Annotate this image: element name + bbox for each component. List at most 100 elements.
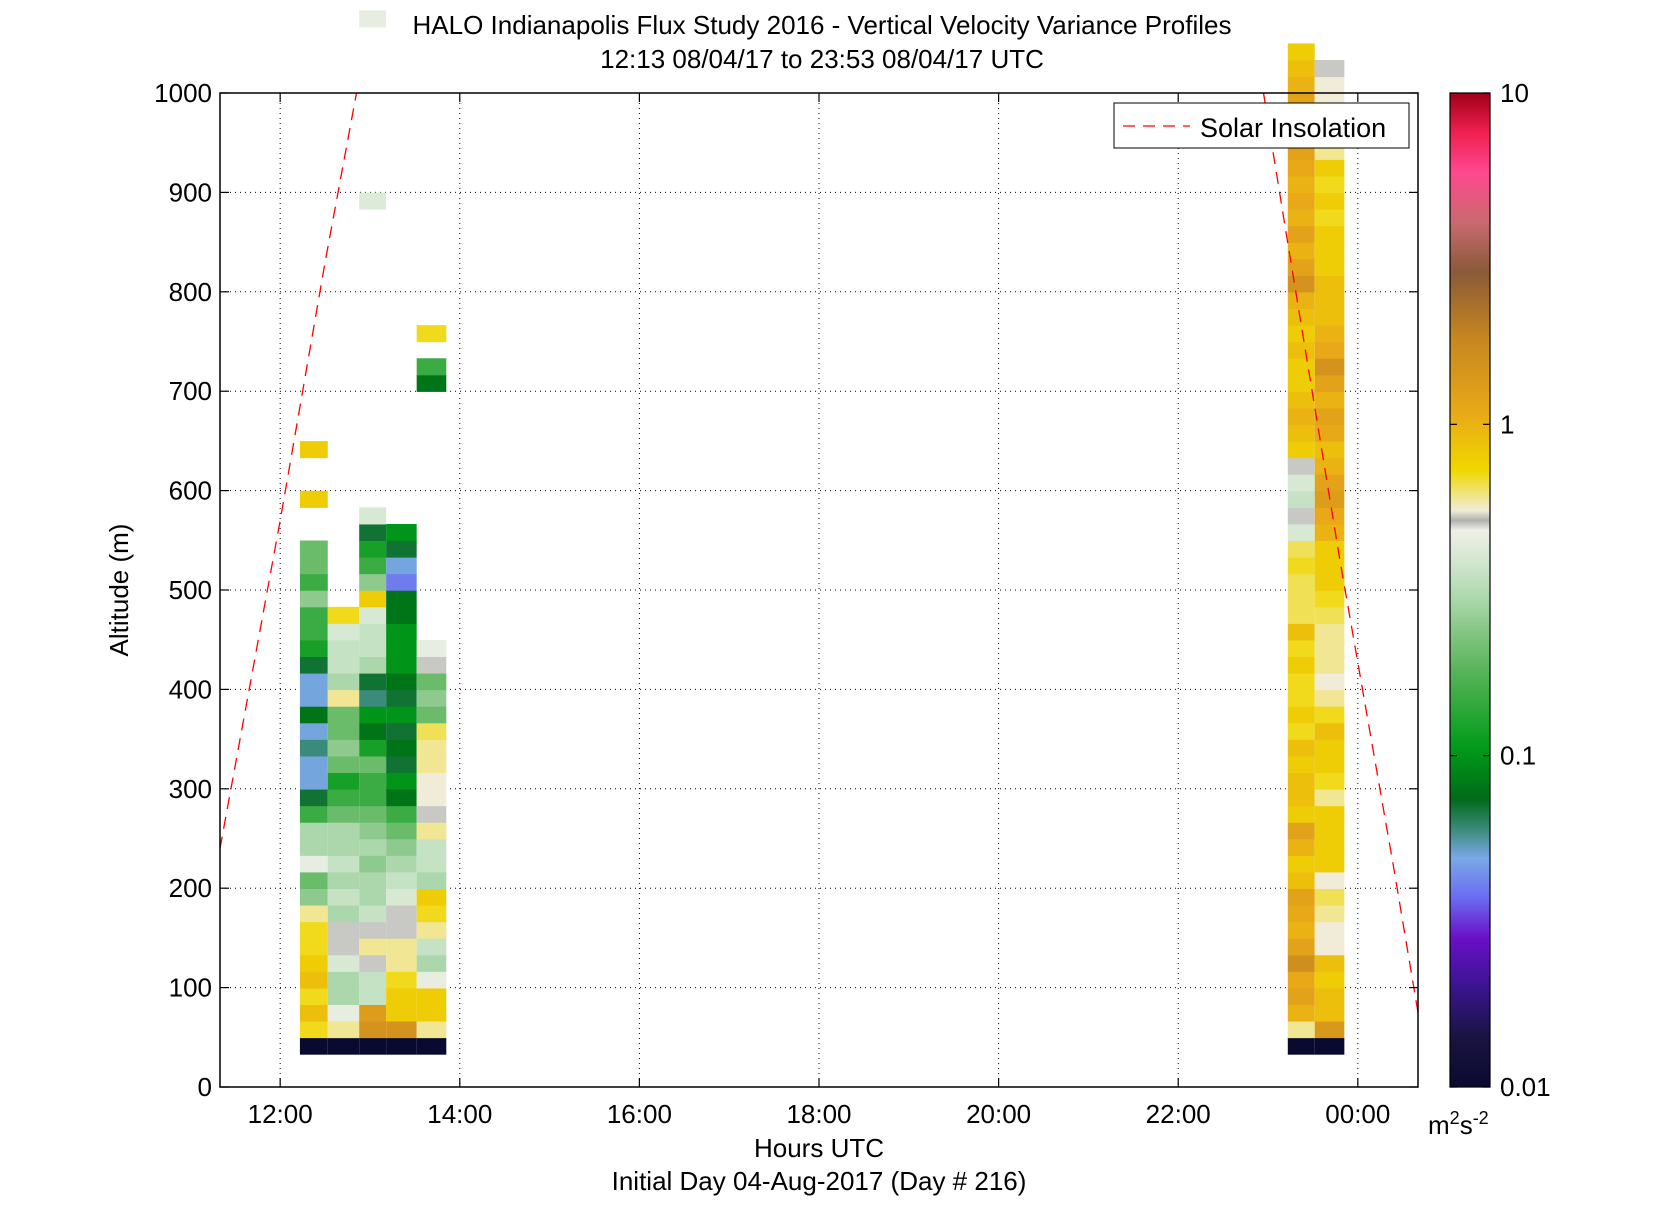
heatmap-cell [1314,822,1345,840]
y-tick-label: 800 [169,277,212,307]
heatmap-cell [359,192,387,210]
x-axis-ticks: 12:00 14:00 16:00 18:00 20:00 22:00 00:00 [248,93,1390,1129]
x-tick-label: 18:00 [786,1099,851,1129]
heatmap-cell [386,1037,417,1055]
heatmap-cell [1287,971,1315,989]
y-tick-label: 0 [198,1072,212,1102]
heatmap-cell [299,987,328,1005]
heatmap-cell [1314,656,1345,674]
heatmap-cell [359,722,387,740]
heatmap-cell [327,855,360,873]
heatmap-cell [327,987,360,1005]
heatmap-cell [1314,258,1345,276]
heatmap-cell [1314,954,1345,972]
heatmap-cell [359,954,387,972]
heatmap-cell [1287,871,1315,889]
heatmap-cell [359,673,387,691]
heatmap-cell [386,739,417,757]
heatmap-cell [299,938,328,956]
heatmap-cell [416,639,447,658]
heatmap-cell [386,722,417,740]
heatmap-cell [416,822,447,840]
heatmap-cell [1314,722,1345,740]
heatmap-cell [416,722,447,740]
heatmap-cell [327,722,360,740]
heatmap-cell [386,590,417,608]
y-tick-label: 400 [169,674,212,704]
heatmap-cell [1287,308,1315,326]
heatmap-cell [359,606,387,624]
colorbar-gradient [1449,92,1491,1088]
heatmap-cell [1287,225,1315,243]
heatmap-cells [299,10,1345,1055]
heatmap-cell [1287,573,1315,591]
y-tick-label: 500 [169,575,212,605]
heatmap-cell [1314,192,1345,210]
heatmap-cell [1314,606,1345,624]
heatmap-cell [327,689,360,707]
heatmap-cell [359,689,387,707]
heatmap-cell [1314,673,1345,691]
heatmap-cell [386,673,417,691]
heatmap-cell [1314,838,1345,856]
heatmap-cell [1287,739,1315,757]
heatmap-cell [386,838,417,856]
heatmap-cell [327,805,360,823]
heatmap-cell [1287,789,1315,807]
heatmap-cell [359,540,387,558]
heatmap-cell [1287,855,1315,873]
heatmap-cell [1314,325,1345,343]
heatmap-cell [1287,523,1315,542]
heatmap-cell [386,855,417,873]
heatmap-cell [299,689,328,707]
heatmap-cell [1287,209,1315,227]
heatmap-cell [1314,557,1345,575]
heatmap-cell [359,789,387,807]
heatmap-cell [359,921,387,939]
heatmap-cell [327,789,360,807]
heatmap-cell [359,1037,387,1055]
heatmap-cell [1314,706,1345,724]
heatmap-cell [359,971,387,989]
heatmap-cell [1314,275,1345,293]
heatmap-cell [359,507,387,525]
heatmap-cell [1314,789,1345,807]
heatmap-cell [1287,921,1315,939]
heatmap-cell [1287,424,1315,442]
heatmap-cell [299,606,328,624]
heatmap-cell [416,805,447,823]
heatmap-cell [1314,540,1345,558]
heatmap-cell [327,954,360,972]
heatmap-cell [1314,358,1345,376]
heatmap-cell [1314,209,1345,227]
heatmap-cell [1314,689,1345,707]
heatmap-cell [1314,374,1345,392]
heatmap-cell [299,722,328,740]
heatmap-cell [386,822,417,840]
heatmap-cell [1314,1037,1345,1055]
heatmap-cell [1287,639,1315,658]
heatmap-cell [359,755,387,774]
heatmap-cell [327,871,360,889]
heatmap-cell [416,789,447,807]
chart-title: HALO Indianapolis Flux Study 2016 - Vert… [413,10,1232,40]
heatmap-cell [1287,457,1315,475]
heatmap-cell [1314,291,1345,310]
heatmap-cell [1287,43,1315,61]
legend-entry-solar-insolation: Solar Insolation [1200,113,1386,143]
heatmap-cell [359,905,387,923]
heatmap-cell [416,739,447,757]
heatmap-cell [299,822,328,840]
heatmap-cell [1287,772,1315,790]
heatmap-cell [1314,871,1345,889]
x-tick-label: 20:00 [966,1099,1031,1129]
heatmap-cell [416,921,447,939]
heatmap-cell [1314,523,1345,542]
y-tick-label: 200 [169,873,212,903]
heatmap-cell [299,441,328,459]
heatmap-cell [416,673,447,691]
heatmap-cell [386,706,417,724]
heatmap-cell [1314,755,1345,774]
heatmap-cell [1287,407,1315,426]
x-axis-label: Hours UTC [754,1133,884,1163]
